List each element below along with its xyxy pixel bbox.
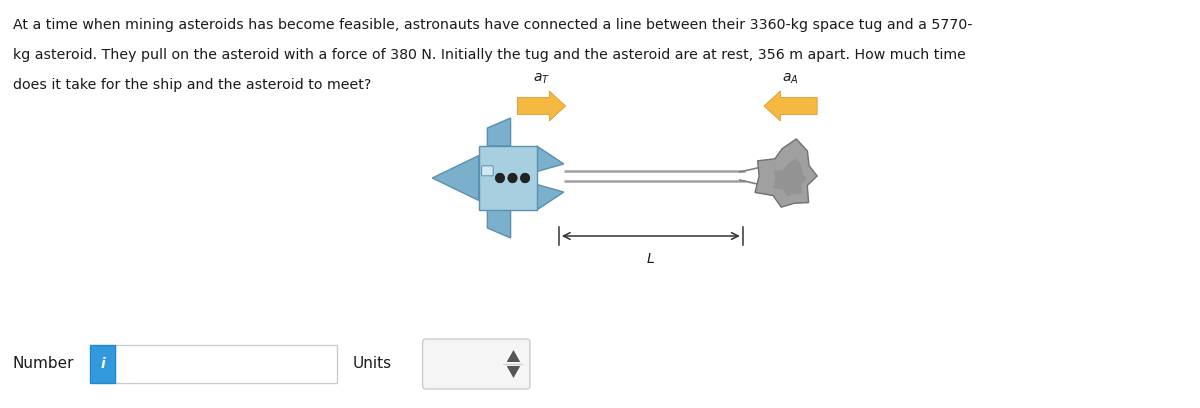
Circle shape [521,173,529,183]
Polygon shape [536,184,564,210]
Text: $L$: $L$ [647,252,655,266]
Text: At a time when mining asteroids has become feasible, astronauts have connected a: At a time when mining asteroids has beco… [12,18,972,32]
Polygon shape [487,118,510,146]
Text: kg asteroid. They pull on the asteroid with a force of 380 N. Initially the tug : kg asteroid. They pull on the asteroid w… [12,48,966,62]
Polygon shape [506,366,521,378]
Text: Units: Units [353,355,392,370]
Circle shape [508,173,517,183]
FancyArrow shape [764,91,817,121]
Text: Number: Number [12,355,74,370]
FancyBboxPatch shape [115,345,337,383]
Polygon shape [755,139,817,207]
Polygon shape [432,155,479,200]
Polygon shape [506,350,521,362]
FancyBboxPatch shape [422,339,530,389]
FancyBboxPatch shape [90,345,115,383]
FancyBboxPatch shape [479,146,536,210]
FancyArrow shape [517,91,565,121]
Text: does it take for the ship and the asteroid to meet?: does it take for the ship and the astero… [12,78,371,92]
Text: i: i [100,357,104,371]
Text: $a_T$: $a_T$ [533,71,550,86]
Polygon shape [773,159,806,196]
Polygon shape [536,146,564,172]
FancyBboxPatch shape [481,166,493,176]
Polygon shape [487,210,510,238]
Circle shape [496,173,504,183]
Text: $a_A$: $a_A$ [782,71,798,86]
